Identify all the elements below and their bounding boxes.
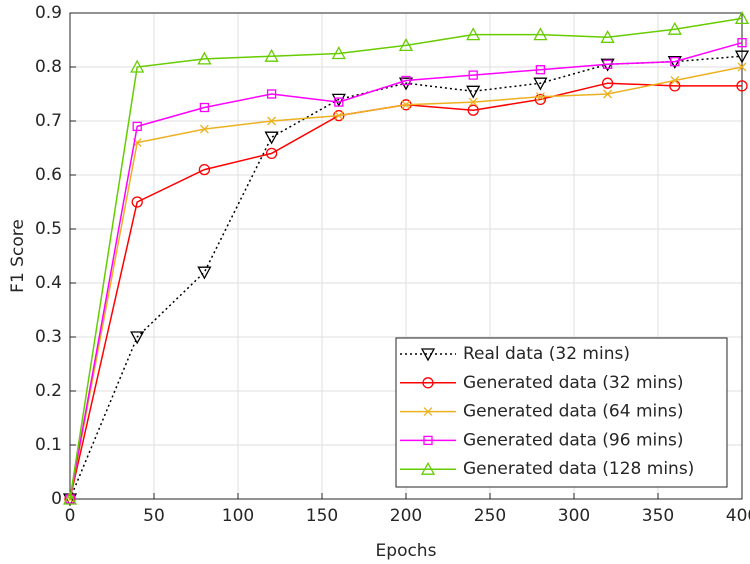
marker [737, 62, 747, 72]
marker [334, 111, 344, 121]
y-axis-label: F1 Score [8, 219, 28, 293]
y-tick-label: 0.2 [35, 381, 62, 401]
y-tick-label: 0.1 [35, 435, 62, 455]
marker [197, 51, 212, 65]
marker [199, 124, 209, 134]
y-tick-label: 0.6 [35, 165, 62, 185]
marker [535, 65, 546, 75]
x-tick-label: 250 [474, 506, 506, 526]
marker [420, 348, 436, 362]
marker [423, 435, 433, 446]
marker [398, 77, 414, 91]
series-line [69, 41, 743, 500]
marker [734, 50, 750, 64]
legend-label: Real data (32 mins) [463, 344, 630, 364]
legend-label: Generated data (128 mins) [463, 459, 694, 479]
marker [265, 147, 278, 160]
legend-box [395, 337, 728, 488]
marker [670, 76, 680, 85]
y-tick-label: 0.3 [35, 327, 62, 347]
marker [197, 266, 212, 280]
marker [132, 121, 142, 132]
marker [468, 97, 478, 107]
marker [331, 93, 346, 107]
x-tick-label: 0 [65, 506, 76, 526]
marker [331, 46, 346, 60]
marker [737, 38, 747, 48]
marker [264, 48, 279, 62]
marker [466, 85, 481, 99]
marker [264, 131, 279, 145]
marker [198, 163, 211, 176]
marker [601, 77, 614, 89]
y-tick-label: 0 [51, 489, 62, 509]
marker [267, 116, 277, 126]
x-tick-label: 300 [558, 506, 590, 526]
marker [467, 104, 479, 116]
legend-label: Generated data (32 mins) [463, 373, 684, 393]
y-tick-label: 0.5 [35, 219, 62, 239]
marker [401, 75, 411, 86]
marker [603, 89, 613, 99]
marker [423, 407, 433, 417]
y-tick-label: 0.9 [35, 3, 62, 23]
x-axis-label: Epochs [376, 541, 437, 561]
marker [131, 196, 143, 208]
marker [398, 38, 414, 52]
marker [734, 11, 750, 25]
marker [62, 491, 78, 505]
x-tick-label: 400 [726, 506, 750, 526]
x-tick-label: 150 [306, 506, 338, 526]
marker [130, 59, 145, 73]
marker [670, 56, 680, 67]
legend-label: Generated data (64 mins) [463, 402, 684, 422]
marker [266, 89, 277, 99]
marker [130, 331, 145, 345]
marker [667, 21, 682, 35]
series-line [69, 17, 743, 500]
x-tick-label: 50 [143, 506, 165, 526]
marker [468, 70, 478, 80]
y-tick-label: 0.4 [35, 273, 62, 293]
x-tick-label: 350 [642, 506, 674, 526]
marker [466, 27, 481, 41]
marker [602, 59, 613, 69]
marker [535, 92, 545, 102]
y-tick-label: 0.7 [35, 111, 62, 131]
marker [334, 97, 344, 107]
marker [736, 80, 748, 92]
marker [533, 77, 548, 91]
marker [401, 100, 411, 110]
y-tick-label: 0.8 [35, 57, 62, 77]
marker [534, 93, 547, 106]
plot-frame [69, 12, 743, 500]
marker [600, 29, 615, 43]
marker [422, 377, 434, 389]
series-line [69, 55, 743, 500]
x-tick-label: 200 [390, 506, 422, 526]
marker [199, 102, 210, 113]
x-tick-label: 100 [222, 506, 254, 526]
marker [533, 27, 548, 41]
marker [420, 461, 436, 475]
legend-label: Generated data (96 mins) [463, 430, 684, 450]
